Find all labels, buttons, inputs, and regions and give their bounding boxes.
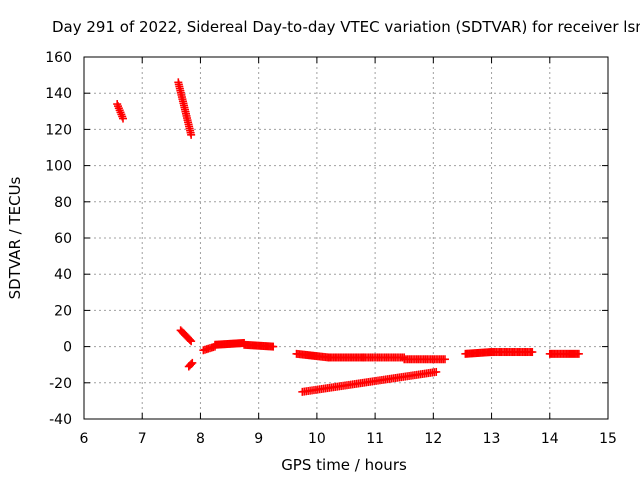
series-arc-5a [199, 342, 219, 355]
series-arc-6b [324, 353, 368, 362]
series-arc-8b [487, 348, 537, 357]
y-tick-label: 40 [54, 267, 72, 283]
series-arc-6a [292, 349, 333, 362]
data-point [440, 355, 449, 364]
x-tick-label: 15 [599, 431, 617, 447]
series-arc-6d [400, 355, 449, 364]
series-arc-9 [545, 349, 583, 358]
x-tick-label: 9 [254, 431, 263, 447]
y-tick-label: 0 [63, 340, 72, 356]
data-point [187, 337, 196, 346]
x-tick-label: 7 [138, 431, 147, 447]
data-points [113, 78, 583, 396]
y-tick-label: 120 [45, 122, 72, 138]
y-tick-label: 160 [45, 50, 72, 66]
x-tick-label: 11 [366, 431, 384, 447]
data-point [432, 367, 441, 376]
grid-layer [84, 57, 608, 419]
series-arc-7 [298, 367, 441, 396]
tick-layer: 6 7 8 9 10 11 12 13 14 15 -40 -20 0 20 40 60 80 100 120 140… [45, 50, 617, 447]
series-arc-4 [184, 358, 197, 371]
x-tick-label: 8 [196, 431, 205, 447]
data-point [528, 348, 537, 357]
data-point [269, 342, 278, 351]
series-arc-5c [240, 340, 278, 351]
y-tick-label: -20 [49, 376, 72, 392]
x-tick-label: 10 [308, 431, 326, 447]
y-tick-label: 100 [45, 159, 72, 175]
x-tick-label: 14 [541, 431, 559, 447]
y-tick-label: 80 [54, 195, 72, 211]
data-point [187, 360, 196, 369]
series-arc-5b [211, 338, 249, 349]
data-point [119, 114, 128, 123]
series-arc-6c [359, 353, 409, 362]
data-point [185, 335, 194, 344]
x-axis-label: GPS time / hours [281, 456, 407, 474]
x-tick-label: 6 [80, 431, 89, 447]
y-tick-label: 140 [45, 86, 72, 102]
y-tick-label: 20 [54, 303, 72, 319]
series-arc-3 [176, 326, 196, 346]
x-tick-label: 13 [483, 431, 501, 447]
data-point [574, 349, 583, 358]
y-tick-label: 60 [54, 231, 72, 247]
series-arc-2 [174, 78, 196, 139]
y-axis-label: SDTVAR / TECUs [6, 176, 24, 299]
series-arc-1 [113, 100, 128, 123]
series-arc-8a [461, 348, 496, 358]
data-point [187, 130, 196, 139]
data-point [188, 358, 197, 367]
y-tick-label: -40 [49, 412, 72, 428]
x-tick-label: 12 [424, 431, 442, 447]
chart-title: Day 291 of 2022, Sidereal Day-to-day VTE… [52, 18, 640, 36]
